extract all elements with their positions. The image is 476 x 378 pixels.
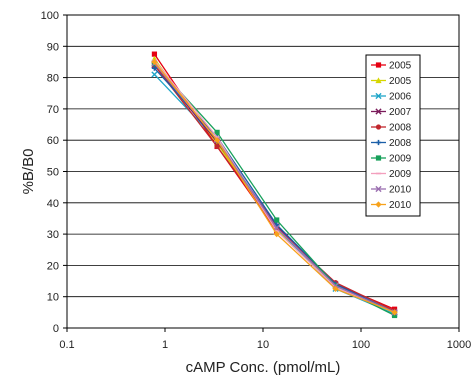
legend-item: 2007	[371, 107, 412, 118]
legend-item: 2005	[371, 76, 412, 87]
series-line	[153, 74, 395, 315]
series-line	[153, 58, 395, 313]
legend-marker	[375, 124, 382, 130]
legend-marker	[375, 139, 382, 146]
y-tick-label: 60	[47, 135, 59, 147]
x-tick-label: 0.1	[59, 339, 74, 351]
legend-item: 2010	[371, 185, 412, 196]
y-tick-label: 70	[47, 104, 59, 116]
legend-item: 2006	[371, 92, 412, 103]
legend-marker	[375, 155, 382, 161]
series-line	[153, 53, 395, 310]
y-tick-label: 20	[47, 260, 59, 272]
y-tick-label: 50	[47, 167, 59, 179]
x-axis-title: cAMP Conc. (pmol/mL)	[186, 359, 341, 376]
x-tick-label: 10	[257, 339, 269, 351]
legend-item: 2005	[371, 61, 412, 72]
data-point	[151, 58, 158, 66]
legend-item: 2009	[371, 154, 412, 165]
series-2009-7	[151, 60, 398, 319]
legend-label: 2009	[389, 169, 412, 180]
legend-item: 2008	[371, 138, 412, 149]
series-2005-2	[151, 55, 398, 315]
legend-marker	[375, 201, 382, 208]
legend-marker	[375, 77, 382, 84]
plot-area	[66, 14, 460, 329]
series-line	[153, 63, 395, 317]
legend-label: 2010	[389, 185, 412, 196]
data-point	[214, 143, 220, 150]
series-line	[153, 61, 395, 313]
data-point	[151, 51, 158, 57]
series-lines	[151, 51, 398, 319]
y-tick-label: 10	[47, 292, 59, 304]
series-2010-9	[151, 60, 398, 316]
tick-labels: 0 10 20 30 40 50 60 70 80 90 100 0.1 1 10 100 1000	[41, 10, 472, 351]
series-2008-5	[151, 62, 398, 314]
y-tick-label: 0	[53, 323, 59, 335]
x-tick-label: 100	[352, 339, 370, 351]
legend-label: 2006	[389, 92, 412, 103]
series-line	[153, 64, 395, 312]
series-2010-10	[151, 58, 398, 316]
series-2005-1	[151, 51, 398, 312]
y-tick-label: 100	[41, 10, 59, 22]
data-point	[151, 71, 158, 78]
y-tick-label: 80	[47, 73, 59, 85]
legend: 2005 2005 2006 2007 2008 2008 2009 2009 2010 2010	[365, 54, 421, 217]
y-axis-title: %B/B0	[20, 149, 37, 195]
legend-marker	[375, 62, 382, 68]
legend-item: 2010	[371, 200, 412, 211]
data-point	[273, 224, 280, 231]
data-point	[274, 217, 280, 223]
data-point	[213, 137, 221, 144]
data-point	[151, 65, 158, 71]
axes	[66, 14, 460, 329]
legend-item: 2009	[371, 169, 412, 180]
legend-label: 2005	[389, 76, 412, 87]
x-tick-label: 1000	[447, 339, 471, 351]
series-line	[153, 63, 395, 313]
y-tick-label: 40	[47, 198, 59, 210]
legend-label: 2005	[389, 61, 412, 72]
y-tick-label: 90	[47, 41, 59, 53]
series-line	[153, 59, 395, 313]
legend-label: 2009	[389, 154, 412, 165]
data-point	[214, 129, 220, 135]
legend-label: 2008	[389, 138, 412, 149]
legend-marker	[375, 92, 382, 100]
data-point	[391, 312, 398, 319]
legend-item: 2008	[371, 123, 412, 134]
x-tick-label: 1	[162, 339, 168, 351]
legend-marker	[375, 108, 382, 115]
y-tick-label: 30	[47, 229, 59, 241]
data-point	[273, 231, 280, 238]
legend-label: 2010	[389, 200, 412, 211]
legend-label: 2007	[389, 107, 412, 118]
data-point	[332, 285, 339, 292]
legend-label: 2008	[389, 123, 412, 134]
data-point	[391, 309, 398, 316]
series-2009-8	[151, 59, 398, 314]
legend-marker	[375, 185, 382, 193]
